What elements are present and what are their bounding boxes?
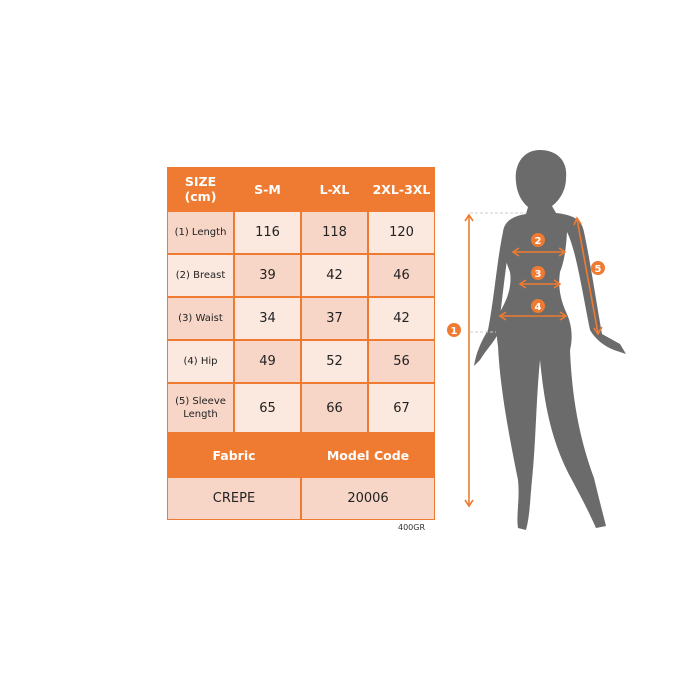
- size-chart-table: SIZE (cm) S-M L-XL 2XL-3XL (1) Length 116 118 1…: [167, 167, 435, 520]
- value-cell-text: 65: [259, 400, 276, 416]
- row-label-text: (3) Waist: [178, 313, 223, 324]
- value-cell: 67: [369, 384, 434, 432]
- row-label-text: (1) Length: [174, 227, 227, 238]
- value-cell-text: 66: [326, 400, 343, 416]
- value-cell-text: 67: [393, 400, 410, 416]
- header-cell: L-XL: [302, 168, 367, 210]
- row-label: (1) Length: [168, 212, 233, 253]
- value-cell: 118: [302, 212, 367, 253]
- value-cell: 65: [235, 384, 300, 432]
- row-label: (4) Hip: [168, 341, 233, 382]
- marker-number: 2: [535, 236, 542, 247]
- marker-circle: [531, 233, 545, 247]
- value-cell: 56: [369, 341, 434, 382]
- silhouette: [474, 150, 626, 530]
- fabric-value: CREPE: [168, 478, 300, 519]
- header-cell: SIZE (cm): [168, 168, 233, 210]
- value-cell-text: 52: [326, 354, 343, 369]
- header-cell: 2XL-3XL: [369, 168, 434, 210]
- value-cell: 120: [369, 212, 434, 253]
- model-code-header: Model Code: [302, 434, 434, 476]
- value-cell-text: 56: [393, 354, 410, 369]
- value-cell: 42: [369, 298, 434, 339]
- header-cell-text: L-XL: [319, 181, 350, 197]
- sleeve-arrow: [576, 218, 599, 334]
- fabric-header-text: Fabric: [212, 447, 256, 463]
- row-label: (2) Breast: [168, 255, 233, 296]
- fabric-header: Fabric: [168, 434, 300, 476]
- marker-number: 5: [595, 264, 602, 275]
- value-cell-text: 37: [326, 311, 343, 326]
- value-cell: 49: [235, 341, 300, 382]
- value-cell-text: 42: [326, 268, 343, 283]
- value-cell-text: 39: [259, 268, 276, 283]
- value-cell-text: 42: [393, 311, 410, 326]
- value-cell: 42: [302, 255, 367, 296]
- fabric-value-text: CREPE: [212, 491, 256, 506]
- header-cell-text: 2XL-3XL: [372, 181, 431, 197]
- header-cell-text: SIZE (cm): [184, 174, 217, 204]
- marker-number: 3: [535, 269, 542, 280]
- value-cell-text: 49: [259, 354, 276, 369]
- marker-circle: [447, 323, 461, 337]
- row-label: (5) Sleeve Length: [168, 384, 233, 432]
- value-cell: 37: [302, 298, 367, 339]
- value-cell-text: 120: [389, 225, 414, 240]
- value-cell: 52: [302, 341, 367, 382]
- row-label: (3) Waist: [168, 298, 233, 339]
- value-cell: 34: [235, 298, 300, 339]
- value-cell: 39: [235, 255, 300, 296]
- model-code-value-text: 20006: [347, 491, 389, 506]
- value-cell-text: 34: [259, 311, 276, 326]
- value-cell-text: 118: [322, 225, 347, 240]
- value-cell-text: 46: [393, 268, 410, 283]
- value-cell: 116: [235, 212, 300, 253]
- header-cell: S-M: [235, 168, 300, 210]
- value-cell-text: 116: [255, 225, 280, 240]
- row-label-text: (2) Breast: [175, 270, 226, 281]
- marker-circle: [591, 261, 605, 275]
- marker-circle: [531, 299, 545, 313]
- row-label-text: (4) Hip: [183, 356, 218, 367]
- model-code-value: 20006: [302, 478, 434, 519]
- marker-number: 1: [451, 326, 458, 337]
- value-cell: 46: [369, 255, 434, 296]
- header-cell-text: S-M: [254, 181, 281, 197]
- weight-note: 400GR: [398, 523, 426, 532]
- marker-circle: [531, 266, 545, 280]
- row-label-text: (5) Sleeve Length: [175, 396, 226, 420]
- model-code-header-text: Model Code: [326, 447, 410, 463]
- marker-number: 4: [535, 302, 542, 313]
- value-cell: 66: [302, 384, 367, 432]
